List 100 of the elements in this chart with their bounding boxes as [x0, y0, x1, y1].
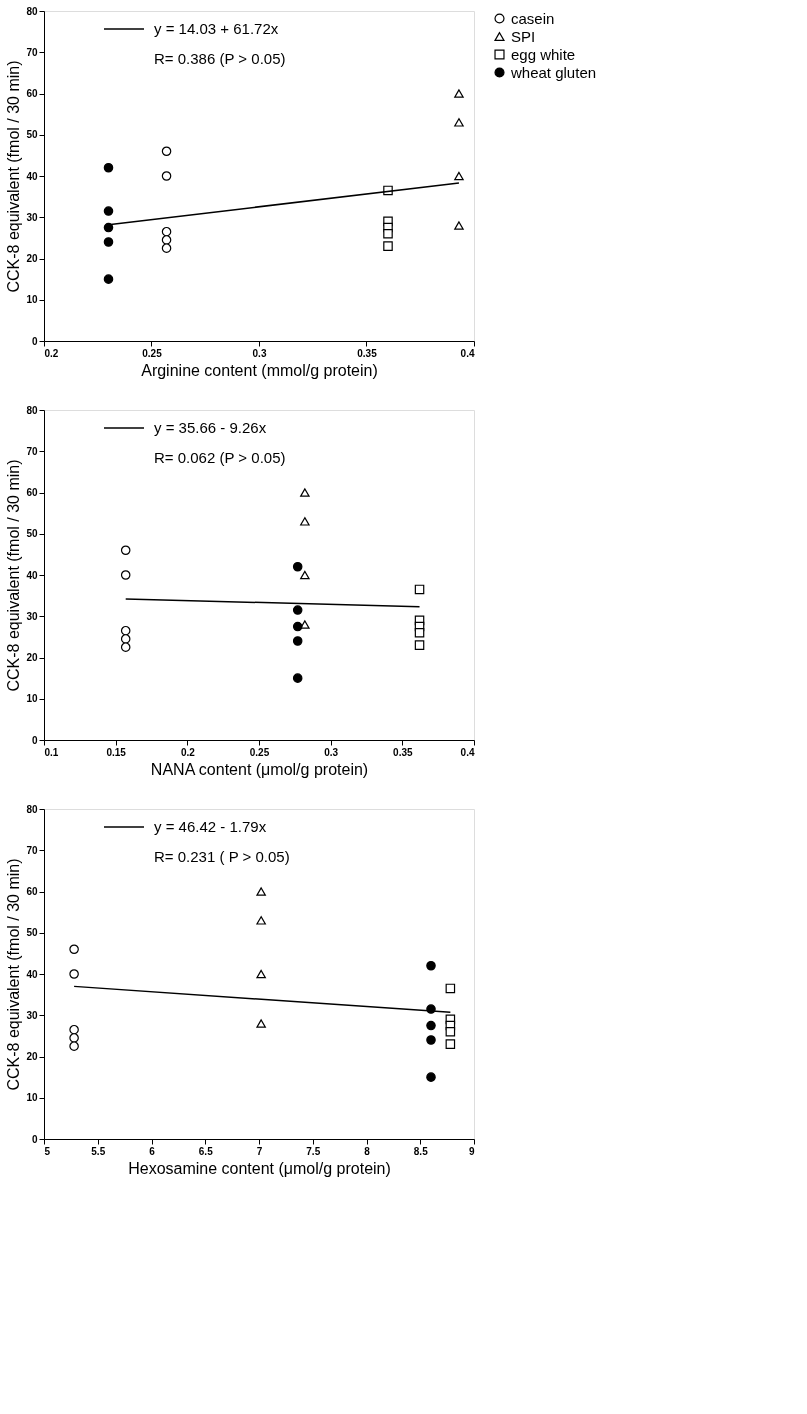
y-tick-label: 10 — [26, 294, 38, 306]
legend-label: wheat gluten — [510, 63, 597, 81]
annotation: y = 35.66 - 9.26x — [154, 419, 267, 436]
x-axis-title: NANA content (μmol/g protein) — [150, 760, 369, 778]
x-tick-label: 0.4 — [460, 347, 475, 359]
point — [292, 621, 303, 632]
y-tick-label: 80 — [26, 803, 38, 815]
y-axis-title: CCK-8 equivalent (fmol / 30 min) — [5, 60, 23, 293]
x-axis-title: Arginine content (mmol/g protein) — [141, 361, 378, 379]
point — [300, 620, 310, 629]
x-tick-label: 0.2 — [180, 746, 196, 758]
x-tick-label: 0.4 — [460, 746, 475, 758]
point — [120, 634, 131, 644]
annotation: y = 46.42 - 1.79x — [154, 818, 267, 835]
y-tick-label: 30 — [26, 1009, 38, 1021]
x-tick-label: 5 — [44, 1145, 51, 1157]
point — [445, 983, 456, 994]
point — [454, 171, 464, 181]
point — [69, 969, 79, 979]
point — [69, 1024, 79, 1035]
x-tick-label: 7.5 — [306, 1145, 321, 1157]
point — [292, 605, 303, 615]
point — [426, 960, 436, 971]
y-tick-label: 20 — [26, 253, 38, 264]
x-tick-label: 0.35 — [393, 746, 413, 758]
y-axis-title: CCK-8 equivalent (fmol / 30 min) — [5, 858, 23, 1091]
x-tick-label: 8.5 — [413, 1145, 429, 1157]
point — [69, 944, 79, 955]
y-tick-label: 60 — [26, 886, 38, 897]
point — [300, 488, 310, 497]
point — [161, 171, 172, 181]
point — [161, 243, 172, 253]
y-tick-label: 70 — [26, 445, 38, 457]
y-tick-label: 30 — [26, 211, 38, 223]
y-tick-label: 70 — [26, 844, 38, 856]
point — [383, 241, 393, 251]
y-tick-label: 30 — [26, 610, 38, 622]
x-tick-label: 5.5 — [91, 1145, 106, 1157]
x-tick-label: 0.2 — [44, 347, 59, 359]
point — [414, 640, 425, 650]
legend-label: egg white — [511, 45, 576, 63]
x-tick-label: 8 — [364, 1145, 371, 1157]
point — [292, 636, 303, 646]
point — [256, 887, 266, 896]
y-tick-label: 50 — [26, 129, 38, 141]
point — [454, 89, 464, 98]
point — [103, 222, 114, 233]
point — [120, 625, 131, 636]
point — [426, 1020, 436, 1031]
y-tick-label: 60 — [26, 487, 38, 498]
point — [103, 206, 114, 216]
x-tick-label: 0.1 — [44, 746, 59, 758]
annotation: y = 14.03 + 61.72x — [154, 20, 279, 37]
x-tick-label: 0.25 — [249, 746, 270, 758]
x-tick-label: 6 — [149, 1145, 156, 1157]
y-tick-label: 10 — [26, 693, 38, 705]
x-axis-title: Hexosamine content (μmol/g protein) — [128, 1159, 391, 1177]
y-tick-label: 20 — [26, 1051, 38, 1062]
point — [161, 226, 172, 237]
point — [120, 545, 131, 556]
point — [414, 627, 425, 638]
y-tick-label: 0 — [31, 1133, 38, 1145]
point — [120, 570, 131, 580]
y-tick-label: 50 — [26, 528, 38, 540]
y-tick-label: 40 — [26, 968, 38, 980]
point — [120, 642, 131, 652]
x-tick-label: 0.15 — [106, 746, 127, 758]
point — [454, 221, 464, 230]
point — [426, 1072, 436, 1082]
point — [161, 146, 172, 157]
point — [300, 517, 310, 526]
point — [103, 274, 114, 284]
x-tick-label: 0.25 — [142, 347, 163, 359]
point — [414, 584, 425, 595]
x-tick-label: 7 — [256, 1145, 263, 1157]
y-tick-label: 0 — [31, 335, 38, 347]
x-tick-label: 0.3 — [324, 746, 339, 758]
annotation: R= 0.062 (P > 0.05) — [154, 449, 286, 466]
y-tick-label: 10 — [26, 1092, 38, 1104]
y-tick-label: 60 — [26, 88, 38, 99]
y-tick-label: 80 — [26, 5, 38, 17]
y-tick-label: 80 — [26, 404, 38, 416]
point — [256, 1019, 266, 1028]
point — [292, 561, 303, 572]
legend-label: SPI — [511, 27, 536, 45]
y-tick-label: 20 — [26, 652, 38, 663]
point — [161, 235, 172, 245]
y-tick-label: 40 — [26, 170, 38, 182]
point — [69, 1033, 79, 1043]
point — [445, 1026, 456, 1037]
point — [445, 1039, 456, 1049]
y-axis-title: CCK-8 equivalent (fmol / 30 min) — [5, 459, 23, 692]
annotation: R= 0.231 ( P > 0.05) — [154, 848, 290, 865]
point — [454, 118, 464, 127]
y-tick-label: 70 — [26, 46, 38, 58]
y-tick-label: 50 — [26, 927, 38, 939]
y-tick-label: 0 — [31, 734, 38, 746]
annotation: R= 0.386 (P > 0.05) — [154, 50, 286, 67]
point — [256, 969, 266, 979]
y-tick-label: 40 — [26, 569, 38, 581]
